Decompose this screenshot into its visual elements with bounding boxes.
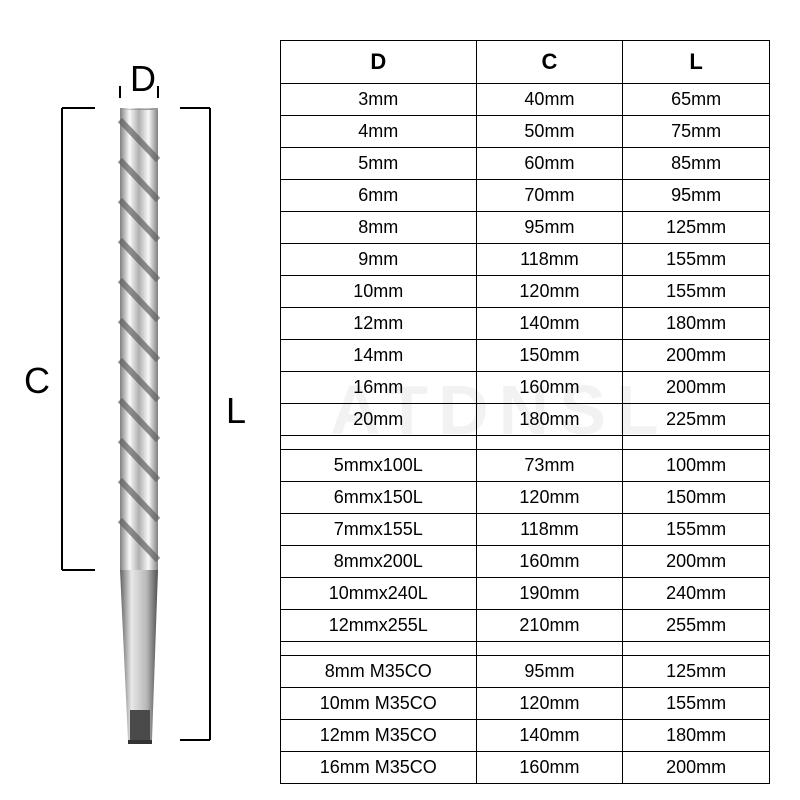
table-cell: 190mm	[476, 578, 623, 610]
dimension-label-l: L	[226, 390, 246, 432]
table-cell: 7mmx155L	[281, 514, 477, 546]
table-cell: 120mm	[476, 688, 623, 720]
table-cell: 75mm	[623, 116, 770, 148]
table-cell: 160mm	[476, 752, 623, 784]
table-cell: 16mm M35CO	[281, 752, 477, 784]
table-cell: 16mm	[281, 372, 477, 404]
table-cell: 160mm	[476, 546, 623, 578]
table-cell: 125mm	[623, 656, 770, 688]
table-cell: 65mm	[623, 84, 770, 116]
table-row: 6mmx150L120mm150mm	[281, 482, 770, 514]
table-cell: 8mmx200L	[281, 546, 477, 578]
table-row: 14mm150mm200mm	[281, 340, 770, 372]
section-separator	[281, 436, 770, 450]
col-header-c: C	[476, 41, 623, 84]
table-cell: 118mm	[476, 514, 623, 546]
table-cell: 200mm	[623, 372, 770, 404]
reamer-diagram	[20, 40, 250, 760]
table-cell: 95mm	[623, 180, 770, 212]
table-cell: 4mm	[281, 116, 477, 148]
table-cell: 12mmx255L	[281, 610, 477, 642]
table-row: 10mm M35CO120mm155mm	[281, 688, 770, 720]
table-cell: 120mm	[476, 482, 623, 514]
table-cell: 10mm	[281, 276, 477, 308]
table-cell: 10mm M35CO	[281, 688, 477, 720]
table-cell: 95mm	[476, 212, 623, 244]
section-separator	[281, 642, 770, 656]
table-cell: 155mm	[623, 244, 770, 276]
table-cell: 100mm	[623, 450, 770, 482]
table-cell: 9mm	[281, 244, 477, 276]
table-cell: 3mm	[281, 84, 477, 116]
table-cell: 5mm	[281, 148, 477, 180]
table-row: 5mm60mm85mm	[281, 148, 770, 180]
dimension-label-c: C	[24, 360, 50, 402]
table-cell: 6mmx150L	[281, 482, 477, 514]
table-cell: 20mm	[281, 404, 477, 436]
table-row: 7mmx155L118mm155mm	[281, 514, 770, 546]
table-cell: 200mm	[623, 752, 770, 784]
table-cell: 50mm	[476, 116, 623, 148]
table-cell: 6mm	[281, 180, 477, 212]
table-cell: 73mm	[476, 450, 623, 482]
table-row: 8mmx200L160mm200mm	[281, 546, 770, 578]
table-cell: 155mm	[623, 514, 770, 546]
table-row: 3mm40mm65mm	[281, 84, 770, 116]
table-cell: 180mm	[623, 308, 770, 340]
spec-table: D C L 3mm40mm65mm4mm50mm75mm5mm60mm85mm6…	[280, 40, 770, 784]
table-row: 12mm M35CO140mm180mm	[281, 720, 770, 752]
table-cell: 210mm	[476, 610, 623, 642]
table-cell: 200mm	[623, 340, 770, 372]
table-cell: 180mm	[476, 404, 623, 436]
table-cell: 125mm	[623, 212, 770, 244]
table-cell: 118mm	[476, 244, 623, 276]
col-header-d: D	[281, 41, 477, 84]
table-row: 16mm160mm200mm	[281, 372, 770, 404]
table-cell: 85mm	[623, 148, 770, 180]
table-cell: 70mm	[476, 180, 623, 212]
table-cell: 120mm	[476, 276, 623, 308]
table-cell: 140mm	[476, 308, 623, 340]
table-row: 12mmx255L210mm255mm	[281, 610, 770, 642]
table-row: 12mm140mm180mm	[281, 308, 770, 340]
table-cell: 200mm	[623, 546, 770, 578]
table-row: 8mm M35CO95mm125mm	[281, 656, 770, 688]
dimension-label-d: D	[130, 58, 156, 100]
table-cell: 10mmx240L	[281, 578, 477, 610]
table-cell: 240mm	[623, 578, 770, 610]
main-container: D C L	[0, 0, 800, 800]
table-row: 5mmx100L73mm100mm	[281, 450, 770, 482]
table-cell: 8mm	[281, 212, 477, 244]
table-cell: 60mm	[476, 148, 623, 180]
table-cell: 140mm	[476, 720, 623, 752]
table-cell: 155mm	[623, 688, 770, 720]
table-row: 16mm M35CO160mm200mm	[281, 752, 770, 784]
table-cell: 14mm	[281, 340, 477, 372]
table-row: 6mm70mm95mm	[281, 180, 770, 212]
table-cell: 160mm	[476, 372, 623, 404]
table-cell: 150mm	[623, 482, 770, 514]
table-row: 20mm180mm225mm	[281, 404, 770, 436]
table-cell: 12mm M35CO	[281, 720, 477, 752]
diagram-column: D C L	[20, 40, 250, 760]
table-cell: 12mm	[281, 308, 477, 340]
table-cell: 95mm	[476, 656, 623, 688]
table-cell: 255mm	[623, 610, 770, 642]
table-cell: 40mm	[476, 84, 623, 116]
table-row: 8mm95mm125mm	[281, 212, 770, 244]
table-row: 4mm50mm75mm	[281, 116, 770, 148]
col-header-l: L	[623, 41, 770, 84]
table-column: D C L 3mm40mm65mm4mm50mm75mm5mm60mm85mm6…	[280, 40, 770, 760]
table-row: 9mm118mm155mm	[281, 244, 770, 276]
table-cell: 225mm	[623, 404, 770, 436]
table-row: 10mm120mm155mm	[281, 276, 770, 308]
table-cell: 180mm	[623, 720, 770, 752]
table-cell: 150mm	[476, 340, 623, 372]
table-cell: 155mm	[623, 276, 770, 308]
table-header-row: D C L	[281, 41, 770, 84]
table-cell: 8mm M35CO	[281, 656, 477, 688]
table-row: 10mmx240L190mm240mm	[281, 578, 770, 610]
table-cell: 5mmx100L	[281, 450, 477, 482]
